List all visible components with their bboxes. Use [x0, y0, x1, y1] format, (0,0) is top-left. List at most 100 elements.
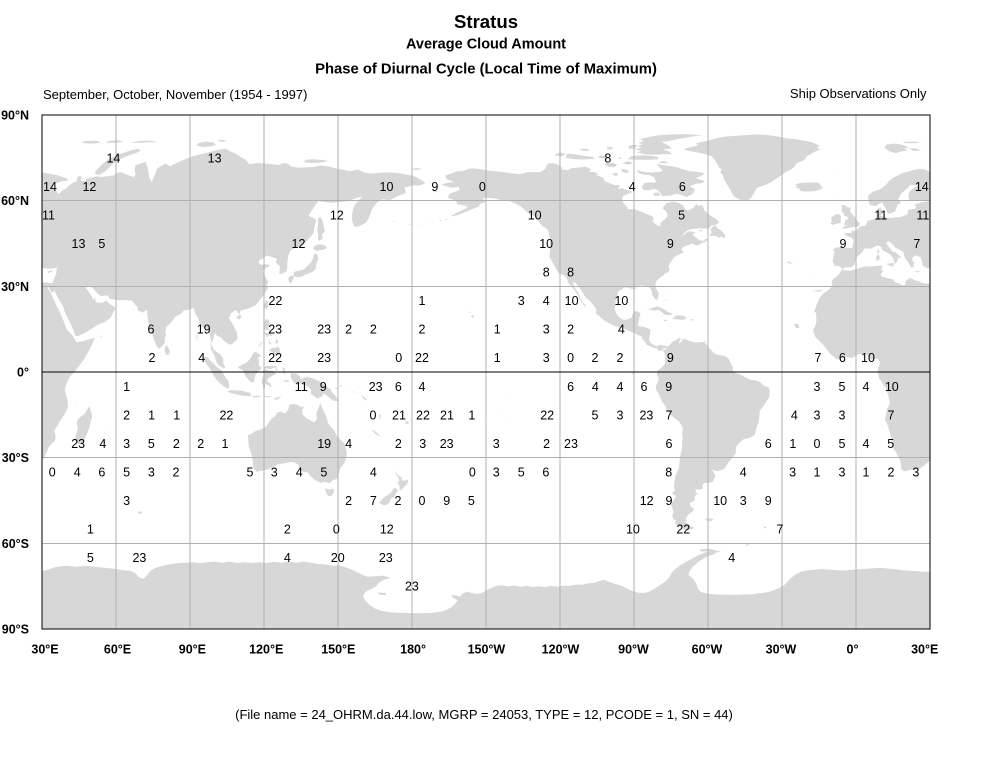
svg-text:2: 2	[345, 323, 352, 337]
svg-text:11: 11	[874, 208, 887, 222]
svg-text:4: 4	[198, 351, 205, 365]
svg-text:21: 21	[392, 408, 406, 422]
svg-text:11: 11	[916, 208, 929, 222]
svg-text:2: 2	[888, 466, 895, 480]
svg-text:120°W: 120°W	[542, 643, 580, 657]
svg-text:23: 23	[317, 323, 331, 337]
svg-text:90°N: 90°N	[1, 109, 29, 123]
svg-text:13: 13	[72, 237, 86, 251]
svg-text:0: 0	[479, 180, 486, 194]
svg-text:1: 1	[148, 408, 155, 422]
svg-text:2: 2	[123, 408, 130, 422]
svg-text:10: 10	[626, 523, 640, 537]
svg-text:10: 10	[565, 294, 579, 308]
svg-text:1: 1	[419, 294, 426, 308]
svg-text:3: 3	[617, 408, 624, 422]
svg-text:Phase of Diurnal Cycle (Local: Phase of Diurnal Cycle (Local Time of Ma…	[315, 62, 657, 78]
svg-text:1: 1	[123, 380, 130, 394]
svg-text:8: 8	[543, 266, 550, 280]
svg-text:6: 6	[542, 466, 549, 480]
svg-text:7: 7	[913, 237, 920, 251]
svg-text:3: 3	[123, 437, 130, 451]
svg-text:23: 23	[639, 408, 653, 422]
svg-text:September, October, November (: September, October, November (1954 - 199…	[43, 87, 307, 102]
svg-text:30°W: 30°W	[766, 643, 797, 657]
svg-text:10: 10	[713, 494, 727, 508]
svg-text:60°W: 60°W	[692, 643, 723, 657]
svg-text:5: 5	[98, 237, 105, 251]
svg-text:5: 5	[87, 551, 94, 565]
svg-text:14: 14	[43, 180, 57, 194]
svg-text:22: 22	[268, 351, 282, 365]
svg-text:23: 23	[379, 551, 393, 565]
svg-text:10: 10	[885, 380, 899, 394]
svg-text:2: 2	[543, 437, 550, 451]
svg-text:8: 8	[604, 151, 611, 165]
svg-text:90°W: 90°W	[618, 643, 649, 657]
svg-text:10: 10	[614, 294, 628, 308]
svg-text:5: 5	[518, 466, 525, 480]
svg-text:23: 23	[564, 437, 578, 451]
svg-text:6: 6	[567, 380, 574, 394]
svg-text:19: 19	[197, 323, 211, 337]
svg-text:9: 9	[431, 180, 438, 194]
svg-text:12: 12	[330, 208, 344, 222]
svg-text:0: 0	[469, 466, 476, 480]
svg-text:3: 3	[814, 408, 821, 422]
svg-text:60°N: 60°N	[1, 194, 29, 208]
svg-text:23: 23	[71, 437, 85, 451]
svg-text:4: 4	[296, 466, 303, 480]
svg-text:5: 5	[839, 380, 846, 394]
svg-text:30°E: 30°E	[911, 643, 938, 657]
svg-text:23: 23	[132, 551, 146, 565]
svg-text:5: 5	[839, 437, 846, 451]
svg-text:150°E: 150°E	[321, 643, 355, 657]
svg-text:6: 6	[641, 380, 648, 394]
svg-text:0: 0	[333, 523, 340, 537]
svg-text:0: 0	[419, 494, 426, 508]
svg-text:4: 4	[370, 466, 377, 480]
svg-text:14: 14	[106, 151, 120, 165]
svg-text:9: 9	[840, 237, 847, 251]
svg-text:5: 5	[123, 466, 130, 480]
svg-text:2: 2	[617, 351, 624, 365]
svg-text:3: 3	[148, 466, 155, 480]
svg-text:5: 5	[592, 408, 599, 422]
svg-text:60°E: 60°E	[104, 643, 131, 657]
svg-text:0: 0	[370, 408, 377, 422]
svg-text:150°W: 150°W	[468, 643, 506, 657]
svg-text:0: 0	[814, 437, 821, 451]
svg-text:5: 5	[887, 437, 894, 451]
svg-text:10: 10	[528, 208, 542, 222]
svg-text:0: 0	[395, 351, 402, 365]
svg-text:4: 4	[592, 380, 599, 394]
svg-text:180°: 180°	[400, 643, 426, 657]
svg-text:Average Cloud Amount: Average Cloud Amount	[406, 37, 566, 53]
svg-text:1: 1	[222, 437, 229, 451]
svg-text:23: 23	[369, 380, 383, 394]
svg-text:10: 10	[539, 237, 553, 251]
svg-text:3: 3	[814, 380, 821, 394]
svg-text:10: 10	[861, 351, 875, 365]
svg-text:4: 4	[728, 551, 735, 565]
svg-text:3: 3	[740, 494, 747, 508]
svg-text:0: 0	[567, 351, 574, 365]
svg-text:2: 2	[197, 437, 204, 451]
svg-text:13: 13	[208, 151, 222, 165]
svg-text:14: 14	[915, 180, 929, 194]
svg-text:8: 8	[567, 266, 574, 280]
svg-text:4: 4	[740, 466, 747, 480]
svg-text:5: 5	[148, 437, 155, 451]
svg-text:9: 9	[665, 380, 672, 394]
svg-text:0°: 0°	[847, 643, 859, 657]
svg-text:2: 2	[395, 437, 402, 451]
svg-text:12: 12	[292, 237, 306, 251]
svg-text:90°S: 90°S	[2, 623, 29, 637]
svg-text:22: 22	[219, 408, 233, 422]
svg-text:2: 2	[345, 494, 352, 508]
svg-text:3: 3	[543, 323, 550, 337]
svg-text:1: 1	[494, 323, 501, 337]
svg-text:21: 21	[440, 408, 454, 422]
svg-text:4: 4	[791, 408, 798, 422]
svg-text:3: 3	[271, 466, 278, 480]
